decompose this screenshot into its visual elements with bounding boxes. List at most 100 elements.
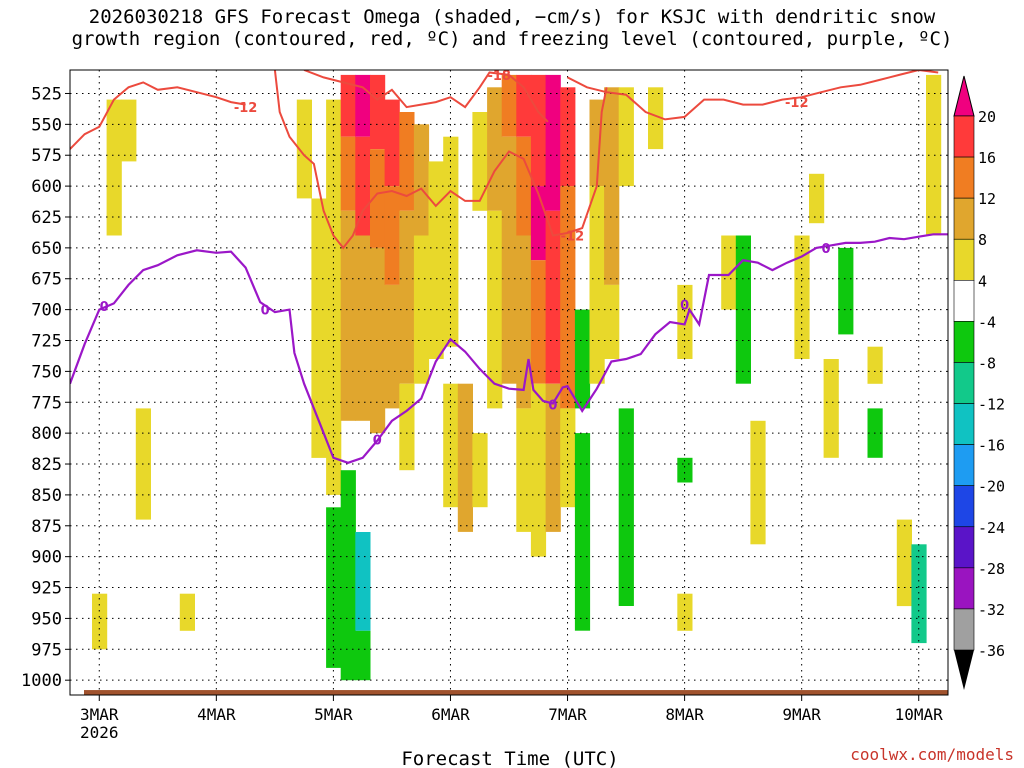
y-tick-label: 775 — [31, 393, 62, 413]
omega-cell — [574, 433, 591, 631]
omega-cell — [399, 383, 415, 471]
colorbar-swatch — [953, 362, 975, 404]
colorbar-swatch — [953, 197, 975, 240]
x-tick-label: 8MAR — [665, 705, 704, 724]
freezing-level-contour: 0 0 0 0 0 0 — [70, 233, 948, 464]
omega-cell — [516, 408, 532, 532]
colorbar-label: -32 — [978, 601, 1005, 619]
omega-cell — [355, 136, 371, 236]
omega-cell — [370, 247, 386, 434]
omega-cell — [340, 210, 356, 421]
omega-cell — [589, 186, 605, 384]
y-tick-label: 950 — [31, 609, 62, 629]
y-tick-label: 700 — [31, 301, 62, 321]
omega-cell — [530, 260, 547, 384]
y-tick-label: 675 — [31, 270, 62, 290]
y-tick-label: 650 — [31, 239, 62, 259]
x-axis-title: Forecast Time (UTC) — [401, 748, 618, 768]
omega-cell — [896, 519, 912, 607]
omega-cell — [501, 74, 517, 137]
omega-cell — [545, 74, 561, 211]
omega-cell — [355, 74, 371, 137]
omega-cell — [618, 87, 634, 187]
x-year-label: 2026 — [80, 723, 119, 742]
colorbar-label: -36 — [978, 642, 1005, 660]
omega-cell — [823, 359, 839, 458]
colorbar-swatch — [953, 526, 975, 569]
omega-cell — [340, 74, 356, 137]
omega-cell — [926, 74, 942, 236]
omega-cell — [384, 284, 400, 409]
colorbar-swatch — [953, 238, 975, 281]
omega-cell — [355, 532, 371, 631]
ground — [84, 690, 948, 695]
colorbar-label: 20 — [978, 108, 996, 126]
omega-cell — [340, 470, 356, 681]
x-tick-label: 4MAR — [197, 705, 236, 724]
x-tick-label: 10MAR — [895, 705, 944, 724]
plot-frame — [69, 69, 949, 696]
omega-cell — [516, 136, 532, 236]
omega-cell — [326, 507, 342, 668]
omega-cell — [574, 309, 591, 409]
y-tick-label: 1000 — [21, 671, 62, 691]
omega-cell — [677, 593, 693, 631]
omega-cell — [106, 99, 122, 236]
omega-cell — [413, 235, 430, 384]
omega-cell — [545, 210, 561, 384]
x-tick-label: 6MAR — [431, 705, 470, 724]
colorbar-swatch — [953, 608, 975, 651]
colorbar-swatch — [953, 444, 975, 486]
freezing-level-label: 0 — [373, 433, 382, 448]
colorbar-swatch — [953, 321, 975, 363]
dgz-contours: -12 -18 -12 -12 — [70, 70, 939, 250]
omega-cell — [560, 186, 576, 409]
y-tick-label: 575 — [31, 146, 62, 166]
omega-cell — [604, 284, 620, 359]
y-tick-label: 550 — [31, 115, 62, 135]
omega-cell — [501, 136, 517, 384]
colorbar-swatch — [953, 485, 975, 528]
grid-lines — [70, 70, 948, 695]
y-tick-label: 750 — [31, 362, 62, 382]
colorbar-swatch — [953, 280, 975, 322]
omega-cell — [370, 74, 386, 149]
colorbar-label: 4 — [978, 272, 987, 290]
colorbar-top-arrow — [953, 75, 975, 117]
y-axis: 525 550 575 600 625 650 675 700 725 750 775 800 825 8… — [21, 84, 70, 691]
omega-cell — [472, 433, 488, 508]
colorbar: 20 16 12 8 4 -4 -8 -12 -16 -20 -24 -28 -32 -36 — [953, 75, 1005, 690]
colorbar-label: -28 — [978, 560, 1005, 578]
omega-cell — [428, 161, 444, 359]
x-tick-label: 7MAR — [548, 705, 587, 724]
y-tick-label: 825 — [31, 455, 62, 475]
omega-cell — [648, 87, 664, 150]
omega-cell — [838, 247, 854, 335]
title-line-1: 2026030218 GFS Forecast Omega (shaded, −… — [88, 6, 936, 28]
omega-cell — [399, 210, 415, 384]
omega-cell — [750, 420, 766, 545]
freezing-level-label: 0 — [822, 242, 831, 257]
colorbar-label: -12 — [978, 396, 1005, 414]
colorbar-label: 8 — [978, 231, 987, 249]
omega-cell — [618, 408, 634, 606]
y-tick-label: 800 — [31, 424, 62, 444]
colorbar-swatch — [953, 567, 975, 610]
omega-cell — [721, 235, 737, 310]
freezing-level-label: 0 — [680, 299, 689, 314]
dgz-contour-line — [70, 81, 246, 150]
credit-link[interactable]: coolwx.com/models — [850, 745, 1014, 764]
freezing-level-label: 0 — [100, 300, 109, 315]
y-tick-label: 925 — [31, 579, 62, 599]
dgz-contour-line — [567, 70, 939, 121]
omega-cell — [384, 99, 400, 187]
title-line-2: growth region (contoured, red, ºC) and f… — [71, 28, 953, 50]
dgz-contour-line — [273, 70, 608, 250]
x-tick-label: 3MAR — [80, 705, 119, 724]
omega-cell — [457, 383, 473, 532]
colorbar-swatch — [953, 115, 975, 158]
omega-cell — [399, 112, 415, 211]
freezing-level-label: 0 — [261, 304, 270, 319]
ground-strip — [84, 690, 948, 695]
omega-cell — [384, 186, 400, 285]
